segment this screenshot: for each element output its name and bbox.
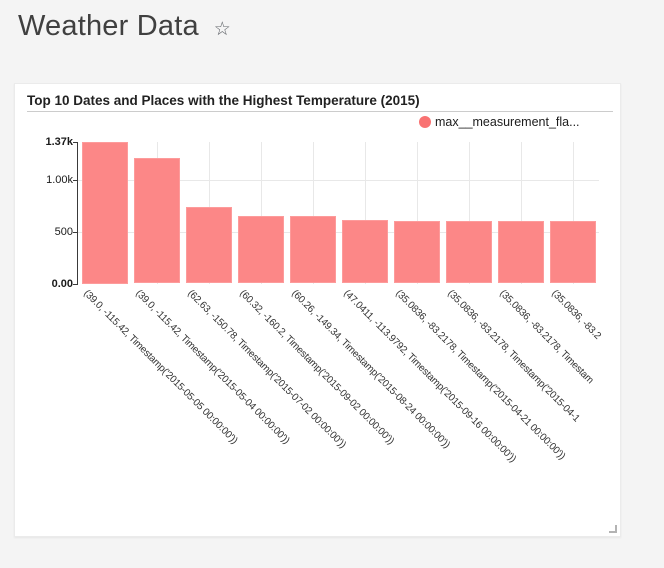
gridline-vertical bbox=[572, 141, 574, 284]
bar[interactable] bbox=[549, 221, 596, 284]
gridline-vertical bbox=[260, 141, 262, 284]
gridline-vertical bbox=[520, 141, 522, 284]
bar[interactable] bbox=[393, 220, 440, 284]
x-axis-label: (47.0411, -113.9792, Timestamp('2015-09-… bbox=[340, 288, 518, 465]
y-axis-tick bbox=[73, 231, 77, 233]
y-axis-tick bbox=[73, 283, 77, 285]
x-axis-label: (35.0836, -83.2 bbox=[548, 288, 603, 342]
y-axis-tick bbox=[73, 141, 77, 143]
legend-label: max__measurement_fla... bbox=[435, 115, 580, 129]
y-axis-tick bbox=[73, 179, 77, 181]
gridline-horizontal bbox=[77, 231, 599, 233]
bar-chart: 0.00 500 1.00k 1.37k (39.0, -115.42, Timesta… bbox=[15, 84, 620, 536]
bar[interactable] bbox=[289, 216, 336, 284]
bar[interactable] bbox=[185, 207, 232, 284]
chart-card: Top 10 Dates and Places with the Highest… bbox=[14, 83, 621, 537]
x-axis-label: (35.0836, -83.2178, Timestam bbox=[496, 288, 595, 387]
gridline-vertical bbox=[468, 141, 470, 284]
gridline-vertical bbox=[364, 141, 366, 284]
title-separator bbox=[27, 111, 613, 112]
y-axis-tick-label: 1.37k bbox=[45, 135, 73, 148]
resize-handle-icon[interactable] bbox=[609, 525, 617, 533]
bar[interactable] bbox=[341, 219, 388, 284]
bar[interactable] bbox=[237, 215, 284, 284]
y-axis-tick-label: 500 bbox=[54, 225, 73, 238]
gridline-horizontal bbox=[77, 179, 599, 181]
dashboard-header: Weather Data ☆ bbox=[18, 10, 231, 43]
gridline-vertical bbox=[416, 141, 418, 284]
gridline-vertical bbox=[312, 141, 314, 284]
chart-title: Top 10 Dates and Places with the Highest… bbox=[27, 93, 420, 108]
favorite-star-icon[interactable]: ☆ bbox=[213, 19, 231, 40]
bar[interactable] bbox=[81, 141, 128, 284]
y-axis-tick-label: 1.00k bbox=[46, 173, 73, 186]
y-axis-tick-label: 0.00 bbox=[51, 277, 73, 290]
legend-dot-icon bbox=[419, 116, 431, 128]
legend-item[interactable]: max__measurement_fla... bbox=[419, 115, 580, 129]
bar[interactable] bbox=[497, 221, 544, 284]
bar[interactable] bbox=[445, 220, 492, 284]
page-title: Weather Data bbox=[18, 10, 199, 42]
y-axis-line bbox=[77, 141, 78, 285]
bar[interactable] bbox=[133, 157, 180, 284]
